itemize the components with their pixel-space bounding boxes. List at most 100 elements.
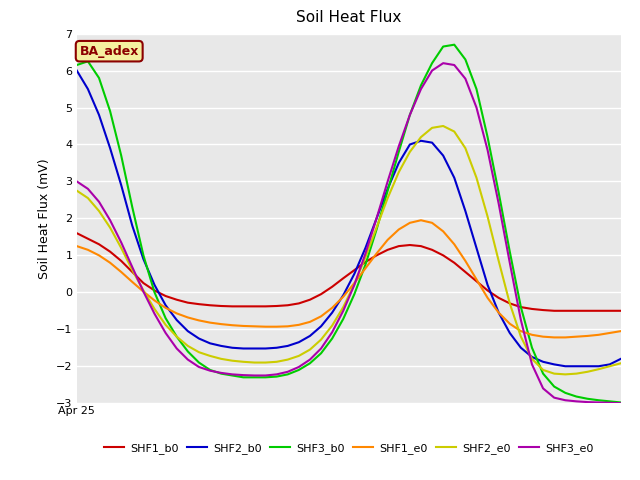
SHF3_b0 bbox=[218, 371, 225, 376]
SHF3_b0 bbox=[372, 227, 380, 232]
SHF1_e0 bbox=[273, 324, 280, 330]
SHF2_b0 bbox=[150, 282, 158, 288]
SHF3_b0 bbox=[595, 397, 602, 403]
SHF2_b0 bbox=[406, 142, 413, 147]
Line: SHF3_e0: SHF3_e0 bbox=[77, 63, 621, 403]
SHF1_b0 bbox=[428, 247, 436, 252]
SHF2_e0 bbox=[395, 169, 403, 175]
SHF2_e0 bbox=[573, 371, 580, 376]
SHF1_b0 bbox=[617, 308, 625, 314]
SHF3_b0 bbox=[484, 134, 492, 140]
SHF3_e0 bbox=[595, 399, 602, 405]
SHF2_b0 bbox=[384, 186, 392, 192]
SHF2_e0 bbox=[351, 281, 358, 287]
SHF1_e0 bbox=[384, 237, 392, 243]
SHF3_e0 bbox=[129, 264, 136, 270]
SHF3_e0 bbox=[406, 112, 413, 118]
SHF1_e0 bbox=[406, 220, 413, 226]
SHF3_b0 bbox=[95, 75, 103, 81]
SHF2_e0 bbox=[451, 129, 458, 134]
SHF3_e0 bbox=[528, 361, 536, 367]
SHF1_e0 bbox=[306, 319, 314, 325]
SHF1_e0 bbox=[351, 280, 358, 286]
SHF3_e0 bbox=[451, 62, 458, 68]
SHF2_e0 bbox=[561, 372, 569, 377]
SHF2_b0 bbox=[372, 216, 380, 221]
SHF1_e0 bbox=[495, 310, 502, 315]
SHF3_b0 bbox=[195, 360, 203, 365]
SHF1_e0 bbox=[162, 305, 170, 311]
SHF3_b0 bbox=[561, 390, 569, 396]
SHF1_b0 bbox=[339, 276, 347, 281]
SHF2_e0 bbox=[262, 360, 269, 365]
SHF1_e0 bbox=[528, 332, 536, 338]
SHF1_b0 bbox=[150, 288, 158, 293]
SHF1_e0 bbox=[451, 241, 458, 247]
SHF3_e0 bbox=[295, 364, 303, 370]
SHF1_b0 bbox=[284, 302, 292, 308]
SHF3_b0 bbox=[428, 60, 436, 66]
SHF3_e0 bbox=[117, 240, 125, 245]
SHF1_b0 bbox=[472, 278, 480, 284]
SHF1_b0 bbox=[540, 307, 547, 313]
SHF1_e0 bbox=[284, 324, 292, 329]
SHF2_b0 bbox=[517, 345, 525, 350]
SHF1_e0 bbox=[372, 251, 380, 256]
SHF1_b0 bbox=[372, 252, 380, 258]
SHF1_b0 bbox=[517, 304, 525, 310]
SHF3_e0 bbox=[461, 76, 469, 82]
SHF3_e0 bbox=[239, 372, 247, 378]
SHF2_e0 bbox=[251, 360, 259, 365]
SHF1_e0 bbox=[218, 321, 225, 327]
SHF2_b0 bbox=[173, 317, 180, 323]
SHF3_e0 bbox=[140, 288, 147, 294]
SHF1_e0 bbox=[472, 276, 480, 282]
SHF1_b0 bbox=[451, 260, 458, 265]
SHF2_e0 bbox=[84, 195, 92, 201]
SHF2_b0 bbox=[218, 343, 225, 349]
SHF2_b0 bbox=[339, 292, 347, 298]
SHF3_e0 bbox=[284, 369, 292, 375]
SHF1_b0 bbox=[317, 291, 325, 297]
SHF2_b0 bbox=[617, 356, 625, 362]
SHF2_b0 bbox=[395, 160, 403, 166]
SHF1_e0 bbox=[428, 220, 436, 226]
SHF3_b0 bbox=[584, 396, 591, 402]
SHF3_b0 bbox=[162, 315, 170, 321]
Legend: SHF1_b0, SHF2_b0, SHF3_b0, SHF1_e0, SHF2_e0, SHF3_e0: SHF1_b0, SHF2_b0, SHF3_b0, SHF1_e0, SHF2… bbox=[100, 438, 598, 458]
SHF1_b0 bbox=[306, 297, 314, 302]
Title: Soil Heat Flux: Soil Heat Flux bbox=[296, 11, 401, 25]
SHF1_b0 bbox=[417, 243, 425, 249]
SHF2_e0 bbox=[150, 306, 158, 312]
SHF1_b0 bbox=[295, 300, 303, 306]
SHF1_b0 bbox=[95, 241, 103, 247]
SHF3_e0 bbox=[228, 372, 236, 377]
SHF3_e0 bbox=[561, 397, 569, 403]
SHF3_b0 bbox=[184, 348, 191, 354]
SHF3_b0 bbox=[573, 394, 580, 399]
SHF2_e0 bbox=[273, 359, 280, 365]
SHF3_e0 bbox=[351, 282, 358, 288]
SHF2_b0 bbox=[362, 245, 369, 251]
SHF1_e0 bbox=[140, 288, 147, 294]
SHF3_b0 bbox=[306, 360, 314, 366]
SHF2_b0 bbox=[73, 68, 81, 73]
SHF2_b0 bbox=[140, 256, 147, 262]
SHF3_b0 bbox=[451, 42, 458, 48]
SHF3_b0 bbox=[417, 83, 425, 88]
SHF1_e0 bbox=[506, 321, 514, 326]
SHF2_e0 bbox=[439, 123, 447, 129]
SHF2_b0 bbox=[561, 363, 569, 369]
SHF1_b0 bbox=[406, 242, 413, 248]
SHF3_b0 bbox=[239, 374, 247, 380]
SHF1_e0 bbox=[206, 320, 214, 325]
SHF2_e0 bbox=[140, 288, 147, 293]
SHF2_e0 bbox=[106, 225, 114, 230]
SHF2_b0 bbox=[184, 328, 191, 334]
SHF1_e0 bbox=[362, 265, 369, 271]
SHF3_b0 bbox=[461, 57, 469, 62]
SHF2_b0 bbox=[306, 333, 314, 339]
SHF2_b0 bbox=[206, 340, 214, 346]
SHF1_e0 bbox=[595, 332, 602, 338]
SHF3_e0 bbox=[372, 216, 380, 221]
